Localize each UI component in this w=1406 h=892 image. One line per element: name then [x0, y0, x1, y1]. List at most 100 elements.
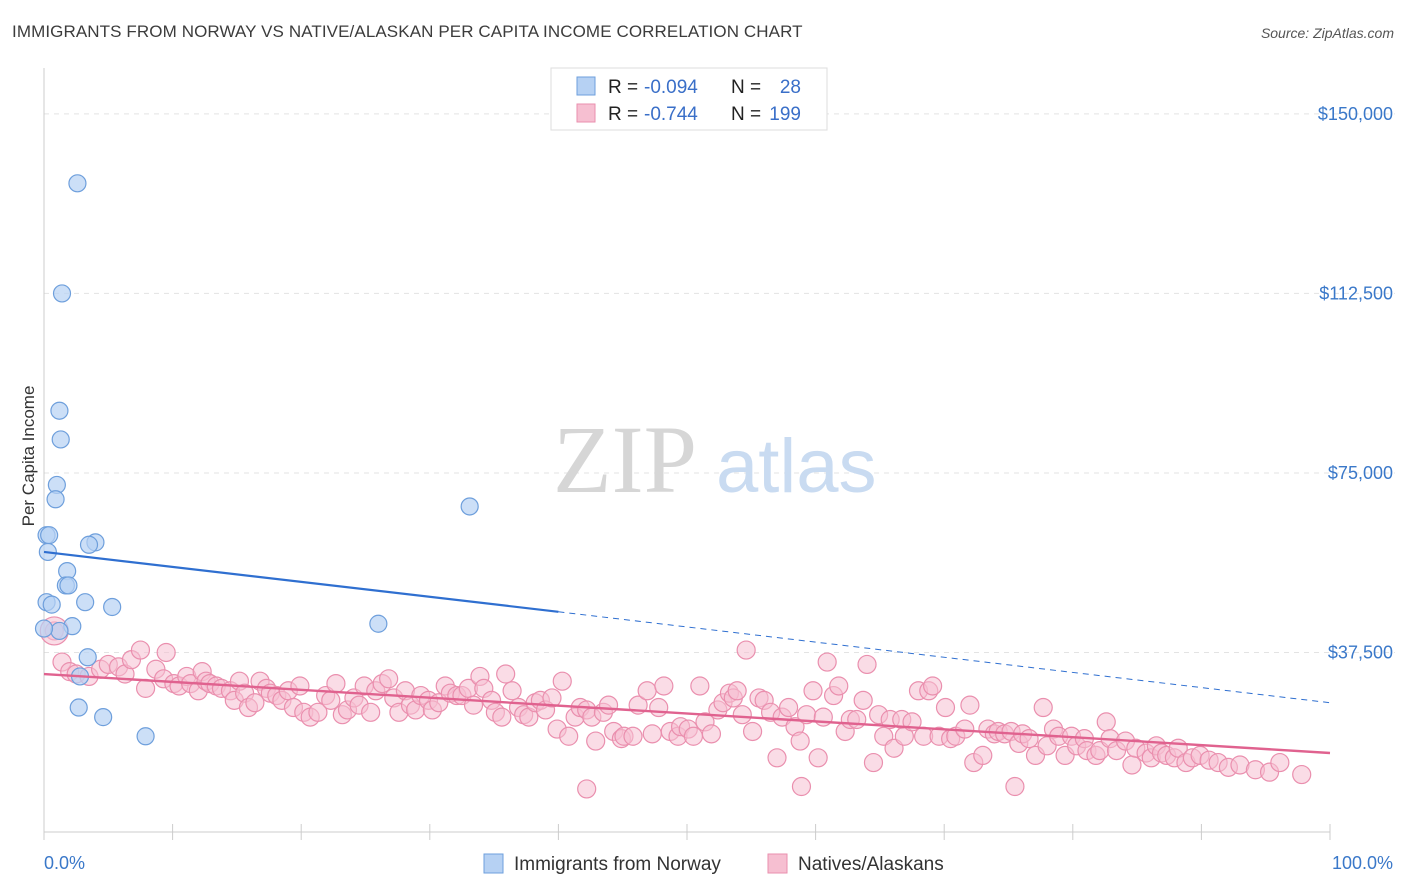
norway-point [52, 284, 72, 303]
norway-point [68, 174, 87, 193]
natives-point [245, 693, 265, 713]
natives-point [727, 681, 747, 701]
norway-trend-line [43, 550, 559, 613]
legend-r-value-norway: -0.094 [644, 77, 698, 98]
natives-point [321, 690, 341, 710]
natives-point [817, 652, 837, 672]
natives-point [598, 695, 619, 715]
natives-point [1033, 697, 1053, 718]
natives-point [767, 748, 787, 768]
natives-point [649, 697, 669, 718]
bottom-legend-swatch-norway [483, 853, 504, 874]
natives-point [135, 678, 156, 698]
natives-point [559, 726, 579, 746]
natives-point [496, 664, 516, 684]
natives-point [732, 705, 752, 725]
natives-point [642, 724, 662, 744]
natives-point [863, 752, 884, 773]
natives-point [542, 688, 562, 708]
norway-point [78, 648, 97, 667]
natives-point [690, 676, 710, 696]
bottom-legend-label-norway: Immigrants from Norway [514, 854, 721, 875]
legend-box [550, 67, 828, 131]
natives-point [803, 681, 823, 701]
y-tick-label: $112,500 [1319, 283, 1393, 303]
natives-point [1292, 764, 1312, 785]
bottom-legend: Immigrants from Norway Natives/Alaskans [483, 853, 944, 875]
natives-point [808, 748, 828, 768]
natives-point [857, 654, 877, 675]
natives-point [577, 779, 597, 799]
natives-alaskans-points [39, 616, 1312, 799]
norway-point [369, 614, 388, 633]
x-tick-label-max: 100.0% [1332, 853, 1393, 873]
natives-point [847, 709, 867, 730]
natives-point [701, 724, 722, 744]
natives-point [973, 745, 993, 766]
natives-point [361, 702, 381, 722]
natives-point [637, 681, 657, 701]
natives-point [683, 726, 704, 746]
natives-point [156, 642, 176, 663]
natives-point [1122, 755, 1142, 775]
natives-point [1096, 712, 1116, 732]
natives-point [829, 676, 849, 696]
natives-point [791, 776, 812, 797]
legend-swatch-natives [576, 103, 596, 123]
natives-point [552, 671, 572, 691]
natives-point [1019, 729, 1039, 749]
legend-n-label-norway: N = [731, 77, 761, 98]
norway-point [94, 708, 113, 727]
gridlines [44, 113, 1395, 653]
natives-trend-line [43, 672, 1331, 755]
x-tick-labels: 0.0% 100.0% [44, 853, 1393, 873]
natives-point [492, 707, 512, 727]
y-tick-label: $150,000 [1318, 104, 1393, 124]
legend-swatch-norway [576, 76, 596, 96]
natives-point [654, 676, 674, 696]
norway-point [51, 430, 70, 449]
natives-point [502, 681, 522, 701]
chart-source: Source: ZipAtlas.com [1260, 25, 1394, 41]
norway-point [50, 621, 69, 641]
watermark-atlas: atlas [716, 424, 877, 509]
legend-n-value-natives: 199 [769, 104, 801, 125]
top-legend: R = -0.094 N = 28 R = -0.744 N = 199 [550, 67, 828, 131]
axes [43, 68, 1331, 840]
norway-point [136, 727, 155, 746]
watermark: ZIP atlas [553, 406, 877, 513]
natives-point [623, 726, 643, 746]
natives-point [923, 676, 943, 696]
natives-point [290, 676, 310, 696]
norway-point [59, 576, 78, 595]
norway-trend-extension [558, 611, 1331, 704]
norway-point [69, 698, 88, 717]
legend-n-value-norway: 28 [780, 77, 801, 98]
norway-point [76, 593, 95, 612]
legend-r-label-norway: R = [608, 77, 638, 98]
natives-point [790, 731, 810, 751]
natives-point [130, 640, 151, 660]
y-tick-label: $75,000 [1328, 463, 1393, 483]
x-tick-label-min: 0.0% [44, 853, 85, 873]
legend-r-label-natives: R = [608, 104, 638, 125]
norway-point [46, 490, 65, 509]
bottom-legend-swatch-natives [767, 853, 788, 874]
norway-point [42, 595, 61, 614]
norway-point [40, 526, 59, 545]
y-axis-label: Per Capita Income [19, 386, 38, 527]
natives-point [379, 669, 399, 689]
natives-point [308, 702, 328, 722]
legend-n-label-natives: N = [731, 104, 761, 125]
natives-point [326, 673, 346, 694]
natives-point [742, 721, 763, 742]
norway-point [460, 497, 479, 516]
trend-lines [43, 550, 1331, 755]
natives-point [586, 731, 606, 751]
norway-point [103, 597, 122, 617]
y-tick-label: $37,500 [1328, 642, 1393, 662]
natives-point [1270, 752, 1290, 773]
chart-title: IMMIGRANTS FROM NORWAY VS NATIVE/ALASKAN… [12, 22, 803, 41]
norway-points [34, 174, 479, 746]
norway-point [50, 401, 69, 420]
